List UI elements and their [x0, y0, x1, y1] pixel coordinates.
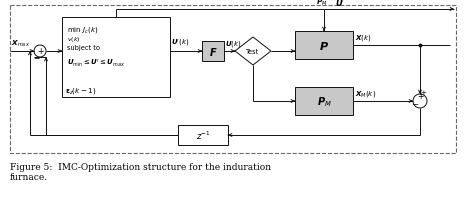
Bar: [62, 18, 170, 98]
Circle shape: [413, 95, 427, 108]
Bar: [178, 125, 228, 145]
Text: $z^{-1}$: $z^{-1}$: [196, 129, 210, 141]
Circle shape: [34, 46, 46, 58]
Text: +: +: [420, 90, 426, 96]
Text: subject to: subject to: [67, 45, 100, 51]
Text: furnace.: furnace.: [10, 172, 48, 181]
Bar: [295, 32, 353, 60]
Bar: [202, 42, 224, 62]
Text: $\boldsymbol{U}'(k)$: $\boldsymbol{U}'(k)$: [171, 38, 189, 49]
Text: $\boldsymbol{F}$: $\boldsymbol{F}$: [209, 46, 217, 58]
Text: $\boldsymbol{X}_M(k)$: $\boldsymbol{X}_M(k)$: [355, 89, 376, 99]
Text: $\boldsymbol{X}(k)$: $\boldsymbol{X}(k)$: [355, 33, 372, 43]
Text: Test: Test: [246, 49, 260, 55]
Bar: [295, 88, 353, 115]
Bar: [10, 6, 456, 153]
Polygon shape: [235, 38, 271, 66]
Text: $\boldsymbol{U}'$: $\boldsymbol{U}'$: [335, 0, 345, 8]
Text: $\min\ J_c(k)$: $\min\ J_c(k)$: [67, 25, 99, 35]
Text: $-$: $-$: [33, 52, 41, 61]
Text: +: +: [417, 92, 423, 101]
Text: $\boldsymbol{P}_M$: $\boldsymbol{P}_M$: [317, 95, 331, 108]
Text: $\boldsymbol{U}_{min}\leq\boldsymbol{U}^{\prime}\leq\boldsymbol{U}_{max}$: $\boldsymbol{U}_{min}\leq\boldsymbol{U}^…: [67, 58, 125, 69]
Text: +: +: [37, 47, 43, 56]
Text: $v(k)$: $v(k)$: [67, 35, 81, 44]
Text: $\boldsymbol{P}$: $\boldsymbol{P}$: [319, 40, 329, 52]
Text: $-$: $-$: [411, 98, 419, 107]
Text: $\boldsymbol{X}_{max}$: $\boldsymbol{X}_{max}$: [11, 39, 30, 49]
Text: $\boldsymbol{U}(k)$: $\boldsymbol{U}(k)$: [225, 39, 242, 49]
Text: Figure 5:  IMC-Optimization structure for the induration: Figure 5: IMC-Optimization structure for…: [10, 162, 271, 171]
Text: $\boldsymbol{\varepsilon}_z(k-1)$: $\boldsymbol{\varepsilon}_z(k-1)$: [65, 86, 97, 96]
Text: $\boldsymbol{P}_M$: $\boldsymbol{P}_M$: [316, 0, 328, 8]
